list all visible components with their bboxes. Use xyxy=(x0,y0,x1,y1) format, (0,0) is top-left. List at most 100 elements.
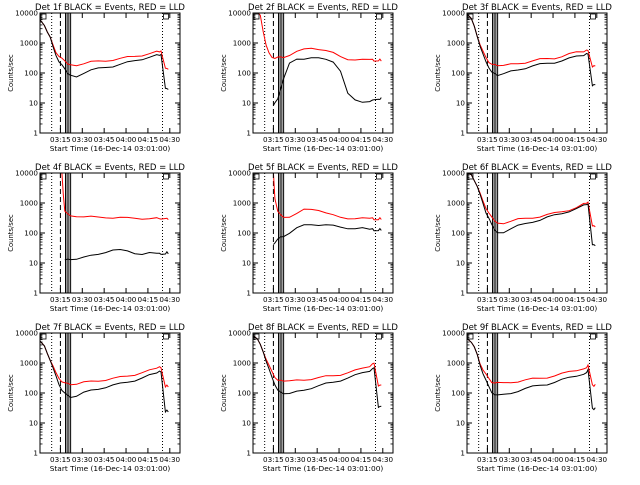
y-tick-label: 10000 xyxy=(15,329,38,338)
corner-marker-left xyxy=(253,173,260,180)
x-tick-label: 04:30 xyxy=(372,455,393,464)
y-tick-label: 100 xyxy=(451,389,465,398)
y-axis-label: Counts/sec xyxy=(434,214,442,252)
series-lld-line xyxy=(40,19,169,70)
plot-frame xyxy=(466,332,608,454)
plot-frame xyxy=(466,172,608,294)
y-tick-label: 1000 xyxy=(447,359,466,368)
x-tick-label: 03:15 xyxy=(263,455,284,464)
corner-marker-left xyxy=(467,13,474,20)
corner-marker-left xyxy=(253,13,260,20)
y-tick-label: 10000 xyxy=(228,169,251,178)
x-axis-label: Start Time (16-Dec-14 03:01:00) xyxy=(477,464,598,473)
y-tick-label: 10000 xyxy=(442,9,465,18)
plot-frame xyxy=(39,332,181,454)
x-tick-label: 03:30 xyxy=(499,135,520,144)
y-tick-label: 10 xyxy=(29,259,39,268)
x-axis-label: Start Time (16-Dec-14 03:01:00) xyxy=(263,144,384,153)
x-tick-label: 04:30 xyxy=(372,135,393,144)
corner-marker-left xyxy=(40,173,47,180)
x-tick-label: 03:15 xyxy=(50,295,71,304)
series-lld-line xyxy=(467,338,596,388)
y-tick-label: 1000 xyxy=(20,359,39,368)
panel-det-1: Det 1f BLACK = Events, RED = LLD 1 10 100 10… xyxy=(7,3,185,153)
x-tick-label: 03:15 xyxy=(263,295,284,304)
x-tick-label: 04:00 xyxy=(116,455,137,464)
series-lld-line xyxy=(40,340,169,389)
x-tick-label: 04:15 xyxy=(351,455,372,464)
plot-frame xyxy=(39,172,181,294)
x-tick-label: 03:30 xyxy=(72,455,93,464)
y-tick-label: 1000 xyxy=(233,359,252,368)
panel-det-3: Det 3f BLACK = Events, RED = LLD 1 10 100 10… xyxy=(434,3,612,153)
x-tick-label: 04:15 xyxy=(138,455,159,464)
y-tick-label: 1000 xyxy=(447,39,466,48)
panel-data xyxy=(467,13,596,87)
x-tick-label: 03:45 xyxy=(521,295,542,304)
y-tick-label: 1 xyxy=(33,449,38,458)
y-tick-label: 1000 xyxy=(20,199,39,208)
x-tick-label: 04:15 xyxy=(138,135,159,144)
x-tick-label: 04:00 xyxy=(329,295,350,304)
y-tick-label: 1 xyxy=(460,449,465,458)
x-tick-label: 03:30 xyxy=(285,295,306,304)
y-tick-label: 10000 xyxy=(228,9,251,18)
x-axis-label: Start Time (16-Dec-14 03:01:00) xyxy=(477,144,598,153)
panel-det-8: Det 8f BLACK = Events, RED = LLD 1 10 100 10… xyxy=(220,323,398,473)
panel-title: Det 3f BLACK = Events, RED = LLD xyxy=(462,3,612,13)
x-axis-label: Start Time (16-Dec-14 03:01:00) xyxy=(50,144,171,153)
y-tick-label: 10000 xyxy=(442,329,465,338)
x-tick-label: 03:15 xyxy=(477,295,498,304)
y-tick-label: 10 xyxy=(456,99,466,108)
x-axis-label: Start Time (16-Dec-14 03:01:00) xyxy=(263,304,384,313)
plot-frame xyxy=(39,12,181,134)
x-tick-label: 03:30 xyxy=(499,295,520,304)
panel-det-6: Det 6f BLACK = Events, RED = LLD 1 10 100 10… xyxy=(434,163,612,313)
x-tick-label: 04:15 xyxy=(138,295,159,304)
corner-marker-right xyxy=(163,173,169,180)
series-events-line xyxy=(253,335,382,409)
y-tick-label: 10000 xyxy=(15,9,38,18)
corner-marker-right xyxy=(376,333,382,340)
x-tick-label: 03:30 xyxy=(72,135,93,144)
panel-det-7: Det 7f BLACK = Events, RED = LLD 1 10 100 10… xyxy=(7,323,185,473)
x-tick-label: 03:15 xyxy=(263,135,284,144)
y-tick-label: 1000 xyxy=(447,199,466,208)
panel-data xyxy=(467,338,596,411)
x-tick-label: 03:45 xyxy=(307,295,328,304)
x-tick-label: 03:15 xyxy=(50,455,71,464)
panel-det-9: Det 9f BLACK = Events, RED = LLD 1 10 100 10… xyxy=(434,323,612,473)
corner-marker-right xyxy=(590,173,596,180)
series-events-line xyxy=(40,340,169,414)
panel-title: Det 7f BLACK = Events, RED = LLD xyxy=(35,323,185,333)
panel-data xyxy=(272,173,382,245)
x-tick-label: 03:30 xyxy=(285,135,306,144)
x-tick-label: 04:30 xyxy=(586,455,607,464)
y-tick-label: 100 xyxy=(237,69,251,78)
panel-data xyxy=(257,13,382,106)
panel-data xyxy=(40,19,169,90)
plot-frame xyxy=(466,12,608,134)
x-tick-label: 04:00 xyxy=(543,135,564,144)
y-tick-label: 10000 xyxy=(228,329,251,338)
x-tick-label: 03:15 xyxy=(50,135,71,144)
y-tick-label: 100 xyxy=(451,69,465,78)
x-tick-label: 04:00 xyxy=(543,295,564,304)
x-tick-label: 03:45 xyxy=(94,455,115,464)
x-axis-label: Start Time (16-Dec-14 03:01:00) xyxy=(263,464,384,473)
y-tick-label: 1000 xyxy=(20,39,39,48)
y-tick-label: 100 xyxy=(237,389,251,398)
series-events-line xyxy=(273,224,382,245)
panel-title: Det 4f BLACK = Events, RED = LLD xyxy=(35,163,185,173)
panel-data xyxy=(467,173,596,247)
series-events-line xyxy=(467,13,596,87)
panel-title: Det 5f BLACK = Events, RED = LLD xyxy=(248,163,398,173)
y-axis-label: Counts/sec xyxy=(220,54,228,92)
x-tick-label: 04:30 xyxy=(159,455,180,464)
panel-data xyxy=(40,340,169,414)
x-tick-label: 04:30 xyxy=(586,295,607,304)
y-tick-label: 1000 xyxy=(233,199,252,208)
x-axis-label: Start Time (16-Dec-14 03:01:00) xyxy=(50,304,171,313)
panel-title: Det 6f BLACK = Events, RED = LLD xyxy=(462,163,612,173)
